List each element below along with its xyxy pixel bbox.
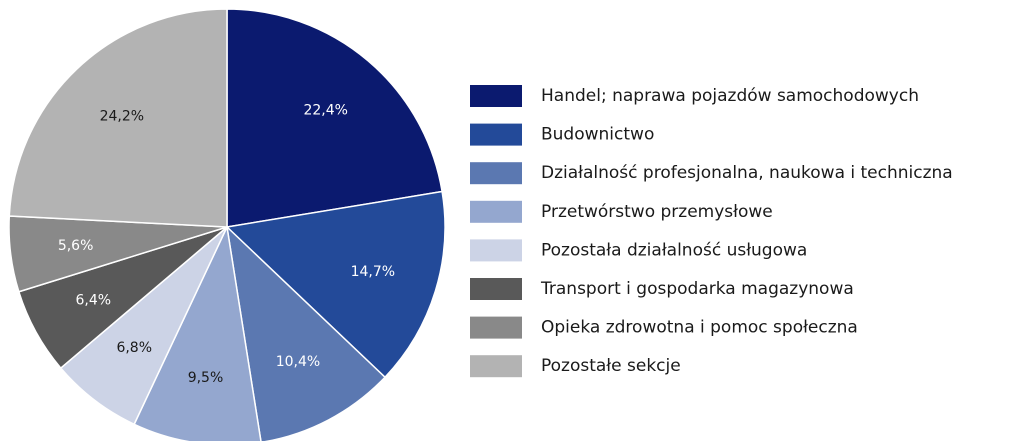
- pie-slice: [225, 190, 446, 379]
- legend-swatch: [470, 316, 522, 339]
- pie-slice: [226, 8, 443, 228]
- legend-label: Budownictwo: [541, 125, 654, 145]
- legend-swatch: [470, 200, 522, 223]
- legend-label: Handel; naprawa pojazdów samochodowych: [541, 86, 919, 106]
- legend-label: Pozostałe sekcje: [541, 356, 681, 376]
- value-label: 22,4%: [303, 103, 347, 119]
- legend-label: Transport i gospodarka magazynowa: [540, 279, 854, 299]
- legend-label: Pozostała działalność usługowa: [541, 240, 807, 260]
- value-label: 10,4%: [276, 354, 320, 370]
- value-label: 9,5%: [188, 370, 224, 386]
- legend-swatch: [470, 239, 522, 262]
- value-label: 6,8%: [116, 340, 152, 356]
- value-label: 14,7%: [351, 264, 395, 280]
- value-label: 6,4%: [75, 293, 111, 309]
- pie-slice: [8, 8, 228, 228]
- legend-swatch: [470, 162, 522, 185]
- legend-swatch: [470, 85, 522, 107]
- legend-label: Działalność profesjonalna, naukowa i tec…: [541, 163, 953, 183]
- legend-swatch: [470, 355, 522, 378]
- legend-swatch: [470, 123, 522, 146]
- legend-label: Opieka zdrowotna i pomoc społeczna: [541, 318, 858, 338]
- value-label: 24,2%: [100, 108, 144, 124]
- legend-swatch: [470, 278, 522, 300]
- value-label: 5,6%: [58, 238, 94, 254]
- pie-slice: [133, 224, 262, 441]
- legend-label: Przetwórstwo przemysłowe: [541, 202, 773, 222]
